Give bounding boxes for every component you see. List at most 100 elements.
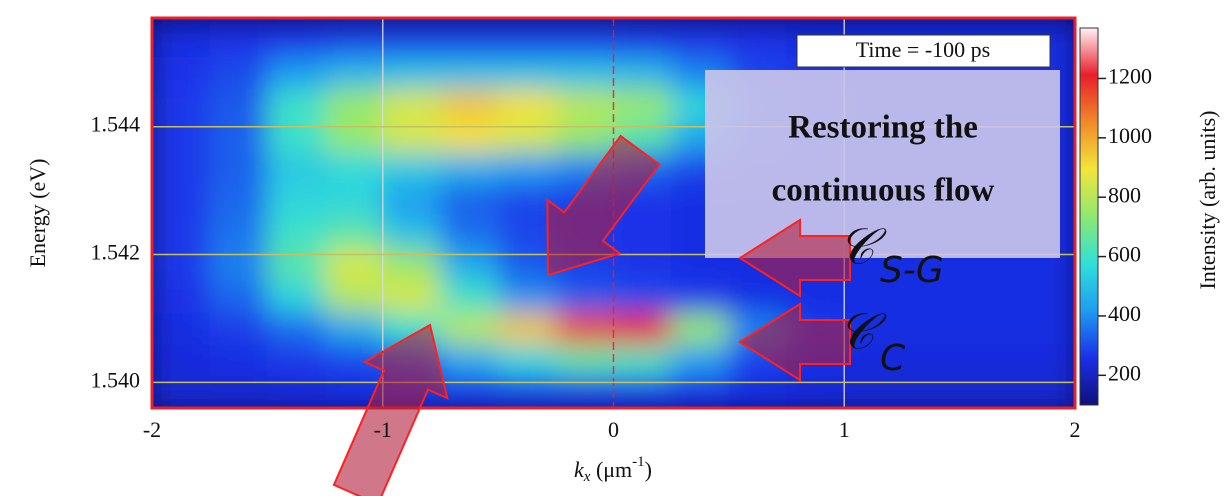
heat-cell (498, 88, 557, 121)
restoring-line: Restoring the (788, 110, 978, 146)
heat-cell (844, 376, 903, 408)
heat-cell (267, 152, 326, 185)
heat-cell (555, 120, 614, 153)
heat-cell (152, 152, 211, 185)
x-axis-title-part: -1 (632, 454, 645, 470)
y-tick-label: 1.542 (91, 240, 141, 265)
heat-cell (901, 376, 961, 408)
colorbar-tick-label: 800 (1108, 182, 1141, 207)
heat-cell (440, 88, 499, 121)
x-tick-label: 2 (1070, 417, 1081, 442)
colorbar (1079, 27, 1099, 406)
heat-cell (671, 280, 730, 313)
heat-cell (440, 56, 499, 89)
heat-cell (152, 344, 211, 377)
heat-cell (498, 344, 557, 377)
heat-cell (728, 376, 788, 408)
y-tick-label: 1.544 (91, 112, 141, 137)
heat-cell (555, 312, 614, 345)
heat-cell (728, 24, 788, 57)
heat-cell (152, 120, 211, 153)
heat-cell (382, 216, 441, 249)
heat-cell (267, 24, 326, 57)
heat-cell (844, 280, 903, 313)
heat-cell (498, 376, 557, 408)
heat-cell (152, 376, 211, 408)
heat-cell (267, 184, 326, 217)
y-tick-label: 1.540 (91, 367, 141, 392)
heat-cell (325, 312, 384, 345)
heat-cell (1017, 312, 1075, 345)
heat-cell (267, 216, 326, 249)
x-axis-title: kx (μm-1) (574, 454, 652, 485)
heat-cell (209, 312, 268, 345)
heat-cell (959, 280, 1018, 313)
arrow (738, 302, 851, 382)
heat-cell (209, 24, 268, 57)
heat-cell (209, 152, 268, 185)
x-axis-title-part: k (574, 457, 585, 482)
heat-cell (440, 184, 499, 217)
heat-cell (209, 344, 268, 377)
heat-cell (498, 312, 557, 345)
heat-cell (440, 216, 499, 249)
heat-cell (498, 56, 557, 89)
heat-cell (555, 24, 614, 57)
heat-cell (382, 248, 441, 281)
heat-cell (728, 280, 788, 313)
restoring-line: continuous flow (772, 173, 995, 209)
heat-cell (440, 152, 499, 185)
heat-cell (1017, 344, 1075, 377)
heat-cell (267, 248, 326, 281)
heat-cell (267, 88, 326, 121)
heat-cell (267, 280, 326, 313)
x-tick-label: -2 (143, 417, 161, 442)
heat-cell (209, 56, 268, 89)
heat-cell (152, 248, 211, 281)
heat-cell (209, 248, 268, 281)
y-axis-title: Energy (eV) (25, 159, 50, 268)
x-tick-label: -1 (374, 417, 392, 442)
heat-cell (901, 344, 961, 377)
colorbar-tick-label: 1000 (1108, 123, 1152, 148)
heat-cell (1017, 280, 1075, 313)
restoring-box (705, 70, 1060, 258)
heat-cell (209, 216, 268, 249)
heat-cell (498, 248, 557, 281)
heat-cell (1017, 376, 1075, 408)
colorbar-ticks: 200 400 600 800 1000 1200 (1098, 64, 1152, 385)
heat-cell (440, 24, 499, 57)
heat-cell (959, 344, 1018, 377)
heat-cell (498, 24, 557, 57)
heat-cell (152, 312, 211, 345)
mode-subscript: S-G (880, 250, 944, 291)
heat-cell (901, 280, 961, 313)
heat-cell (209, 280, 268, 313)
heat-cell (325, 88, 384, 121)
heat-cell (959, 376, 1018, 408)
colorbar-tick-label: 1200 (1108, 64, 1152, 89)
arrow (738, 218, 851, 298)
heat-cell (152, 280, 211, 313)
colorbar-tick-label: 200 (1108, 360, 1141, 385)
heat-cell (671, 24, 730, 57)
heat-cell (382, 184, 441, 217)
heat-cell (325, 152, 384, 185)
heat-cell (209, 184, 268, 217)
heat-cell (209, 120, 268, 153)
heat-cell (555, 376, 614, 408)
heat-cell (613, 216, 672, 249)
arrows (332, 134, 851, 496)
heat-cell (382, 56, 441, 89)
heat-cell (382, 152, 441, 185)
heat-cell (152, 184, 211, 217)
x-axis-title-part: x (583, 469, 591, 485)
heat-cell (325, 24, 384, 57)
heat-cell (267, 312, 326, 345)
heat-cell (671, 312, 730, 345)
heat-cell (325, 280, 384, 313)
heat-cell (613, 312, 672, 345)
heat-cell (325, 120, 384, 153)
heat-cell (440, 376, 499, 408)
